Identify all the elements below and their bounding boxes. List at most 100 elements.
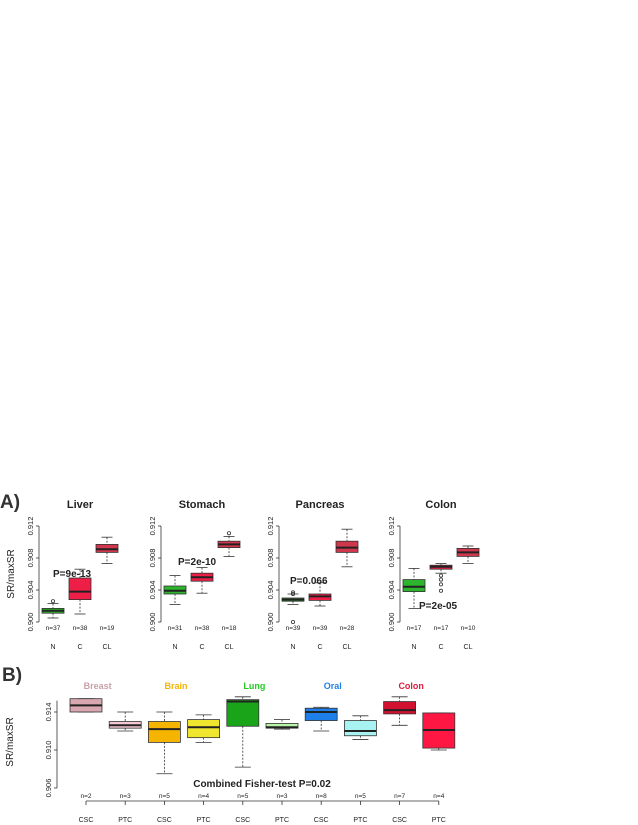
category-label: N: [411, 644, 416, 651]
y-tick-label: 0.906: [44, 779, 53, 798]
y-tick-label: 0.910: [44, 741, 53, 760]
facet-title: Pancreas: [296, 499, 345, 511]
facet-stomach: 0.900 0.904 0.908 0.912 Stomach n=31 Nn=38 Cn=1…: [148, 499, 241, 651]
y-tick-label: 0.908: [148, 549, 157, 568]
y-tick-label: 0.908: [266, 549, 275, 568]
box-n-outlier: [51, 599, 56, 604]
box-brain-csc-box: [147, 721, 181, 743]
category-label: C: [317, 644, 322, 651]
box-n-outlier: [290, 592, 295, 597]
n-label: n=17: [407, 625, 422, 632]
category-label: PTC: [432, 817, 446, 824]
box-c-outlier: [438, 577, 443, 582]
box-c-box: [68, 577, 92, 601]
facet-pancreas: 0.900 0.904 0.908 0.912 Pancreas n=39 Nn=39 Cn=…: [266, 499, 359, 651]
box-brain-ptc-box: [187, 719, 221, 739]
panel-b: 0.906 0.910 0.914 SR/maxSR n=2 CSC n=3 PTC n=5 CS…: [5, 681, 456, 824]
n-label: n=4: [433, 793, 444, 800]
facet-title: Liver: [67, 499, 94, 511]
group-label-colon: Colon: [398, 681, 424, 691]
facet-colon: 0.900 0.904 0.908 0.912 Colon n=17 Nn=17 Cn=10 C…: [387, 499, 480, 651]
n-label: n=3: [120, 793, 131, 800]
n-label: n=18: [222, 625, 237, 632]
box-n-outlier: [290, 620, 295, 625]
p-value: P=0.066: [290, 576, 328, 587]
n-label: n=5: [159, 793, 170, 800]
box-c-outlier: [438, 588, 443, 593]
category-label: N: [50, 644, 55, 651]
group-label-oral: Oral: [324, 681, 342, 691]
y-tick-label: 0.904: [148, 581, 157, 600]
category-label: CSC: [157, 817, 172, 824]
n-label: n=37: [46, 625, 61, 632]
n-label: n=10: [461, 625, 476, 632]
n-label: n=4: [198, 793, 209, 800]
category-label: PTC: [353, 817, 367, 824]
y-tick-label: 0.908: [387, 549, 396, 568]
category-label: CSC: [235, 817, 250, 824]
y-tick-label: 0.904: [266, 581, 275, 600]
y-tick-label: 0.904: [387, 581, 396, 600]
category-label: N: [172, 644, 177, 651]
y-tick-label: 0.912: [148, 517, 157, 536]
category-label: CSC: [79, 817, 94, 824]
box-c-outlier: [438, 582, 443, 587]
y-tick-label: 0.900: [266, 613, 275, 632]
box-oral-ptc-box: [343, 720, 377, 737]
category-label: CL: [225, 644, 234, 651]
n-label: n=3: [276, 793, 287, 800]
category-label: CSC: [314, 817, 329, 824]
group-label-brain: Brain: [164, 681, 187, 691]
facet-liver: 0.900 0.904 0.908 0.912 Liver n=37 Nn=38 Cn=19 C…: [26, 499, 119, 651]
category-label: CSC: [392, 817, 407, 824]
group-label-lung: Lung: [243, 681, 265, 691]
y-axis-label: SR/maxSR: [5, 717, 16, 766]
category-label: PTC: [275, 817, 289, 824]
n-label: n=39: [286, 625, 301, 632]
n-label: n=8: [316, 793, 327, 800]
n-label: n=2: [80, 793, 91, 800]
n-label: n=28: [340, 625, 355, 632]
n-label: n=5: [237, 793, 248, 800]
y-tick-label: 0.900: [26, 613, 35, 632]
box-lung-csc-box: [226, 699, 260, 727]
y-tick-label: 0.908: [26, 549, 35, 568]
y-tick-label: 0.900: [387, 613, 396, 632]
panel-a: 0.900 0.904 0.908 0.912 Liver n=37 Nn=38 Cn=19 C…: [6, 499, 480, 651]
y-tick-label: 0.904: [26, 581, 35, 600]
panel-a-label: A): [0, 492, 20, 513]
category-label: CL: [103, 644, 112, 651]
y-tick-label: 0.912: [266, 517, 275, 536]
category-label: N: [290, 644, 295, 651]
n-label: n=5: [355, 793, 366, 800]
facet-title: Colon: [425, 499, 456, 511]
facet-title: Stomach: [179, 499, 226, 511]
category-label: CL: [464, 644, 473, 651]
category-label: C: [77, 644, 82, 651]
p-value: P=2e-05: [419, 601, 458, 612]
category-label: C: [438, 644, 443, 651]
y-tick-label: 0.900: [148, 613, 157, 632]
y-tick-label: 0.912: [387, 517, 396, 536]
box-cl-outlier: [226, 531, 231, 536]
category-label: PTC: [118, 817, 132, 824]
n-label: n=7: [394, 793, 405, 800]
n-label: n=19: [100, 625, 115, 632]
n-label: n=38: [73, 625, 88, 632]
n-label: n=38: [195, 625, 210, 632]
box-n-outlier: [290, 590, 295, 595]
y-axis-label: SR/maxSR: [6, 549, 17, 598]
p-value: P=2e-10: [178, 557, 217, 568]
n-label: n=17: [434, 625, 449, 632]
n-label: n=39: [313, 625, 328, 632]
box-oral-csc-box: [304, 707, 338, 721]
category-label: PTC: [197, 817, 211, 824]
p-value: P=9e-13: [53, 569, 92, 580]
n-label: n=31: [168, 625, 183, 632]
y-tick-label: 0.914: [44, 703, 53, 722]
box-colon-csc-box: [383, 701, 417, 715]
fisher-test-annotation: Combined Fisher-test P=0.02: [193, 779, 331, 790]
box-c-outlier: [438, 573, 443, 578]
y-tick-label: 0.912: [26, 517, 35, 536]
